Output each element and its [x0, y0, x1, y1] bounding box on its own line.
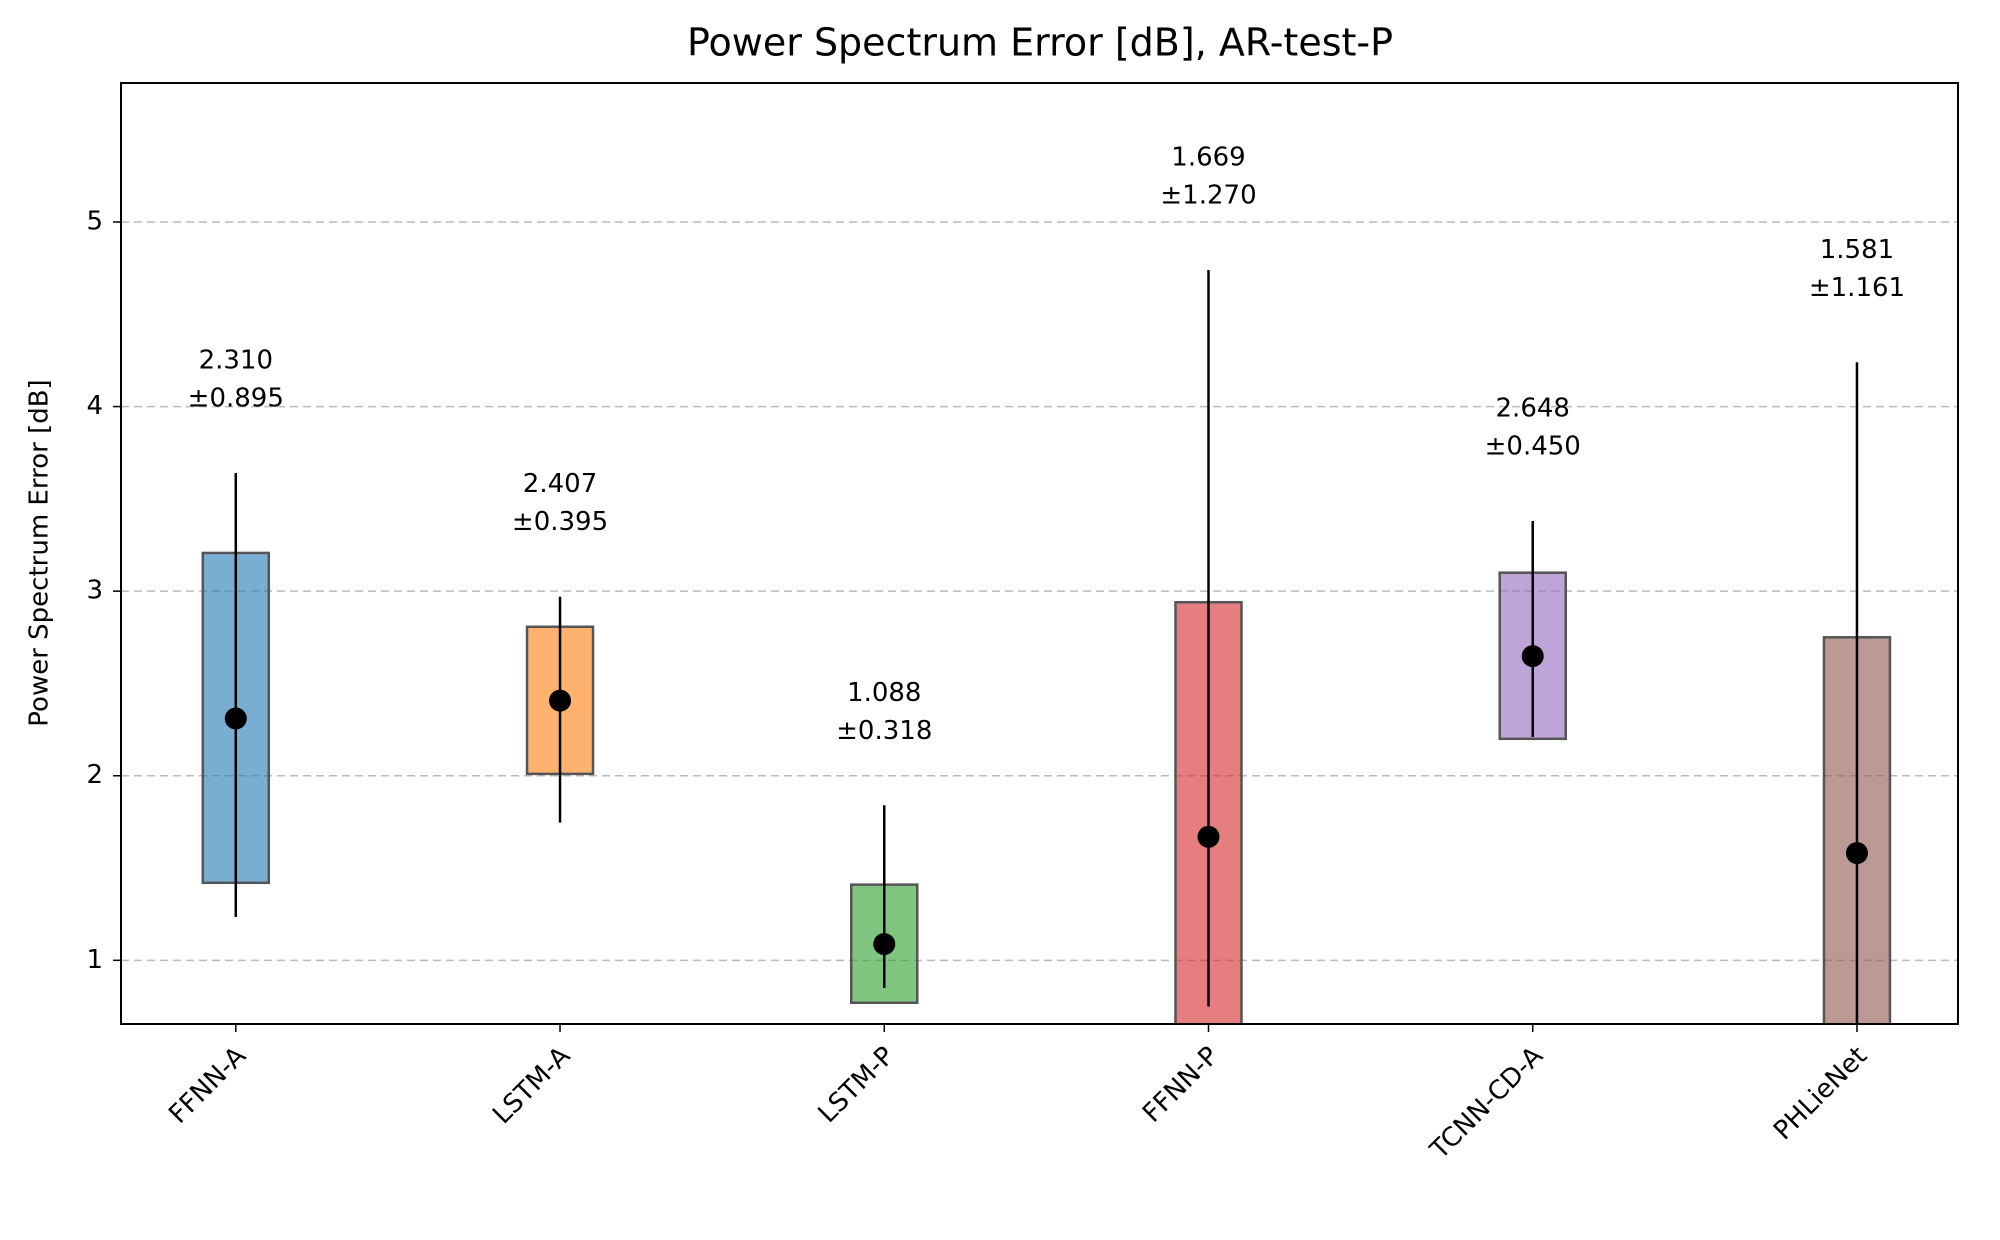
- plot-frame: [120, 82, 1959, 1025]
- x-tick-label: PHLieNet: [1768, 1041, 1873, 1146]
- plot-area: [121, 221, 1958, 1024]
- std-label: ±0.895: [188, 384, 284, 414]
- x-tick-label: LSTM-P: [813, 1041, 901, 1129]
- x-tick-label: FFNN-A: [163, 1041, 252, 1130]
- value-label: 1.088: [847, 678, 921, 708]
- value-label: 2.648: [1496, 394, 1570, 424]
- x-tick-label: LSTM-A: [487, 1041, 576, 1130]
- x-tick-label: TCNN-CD-A: [1424, 1041, 1549, 1166]
- y-axis-label: Power Spectrum Error [dB]: [25, 379, 55, 726]
- y-tick-label: 1: [86, 945, 103, 975]
- y-tick-label: 5: [86, 206, 103, 236]
- std-label: ±0.318: [836, 716, 932, 746]
- mean-dot: [224, 707, 247, 730]
- std-label: ±0.395: [512, 507, 608, 537]
- mean-dot: [873, 933, 896, 956]
- value-label: 1.581: [1820, 235, 1894, 265]
- value-label: 1.669: [1171, 142, 1245, 172]
- mean-dot: [1845, 842, 1868, 865]
- std-label: ±1.270: [1160, 180, 1256, 210]
- y-tick-label: 3: [86, 576, 103, 606]
- chart-title: Power Spectrum Error [dB], AR-test-P: [687, 21, 1393, 65]
- std-label: ±0.450: [1485, 432, 1581, 462]
- value-label: 2.407: [523, 469, 597, 499]
- y-tick-label: 2: [86, 760, 103, 790]
- mean-dot: [1197, 825, 1220, 848]
- value-label: 2.310: [199, 346, 273, 376]
- mean-dot: [1521, 645, 1544, 668]
- y-tick-label: 4: [86, 391, 103, 421]
- mean-dot: [549, 689, 572, 712]
- std-label: ±1.161: [1809, 273, 1905, 303]
- x-tick-label: FFNN-P: [1137, 1041, 1225, 1129]
